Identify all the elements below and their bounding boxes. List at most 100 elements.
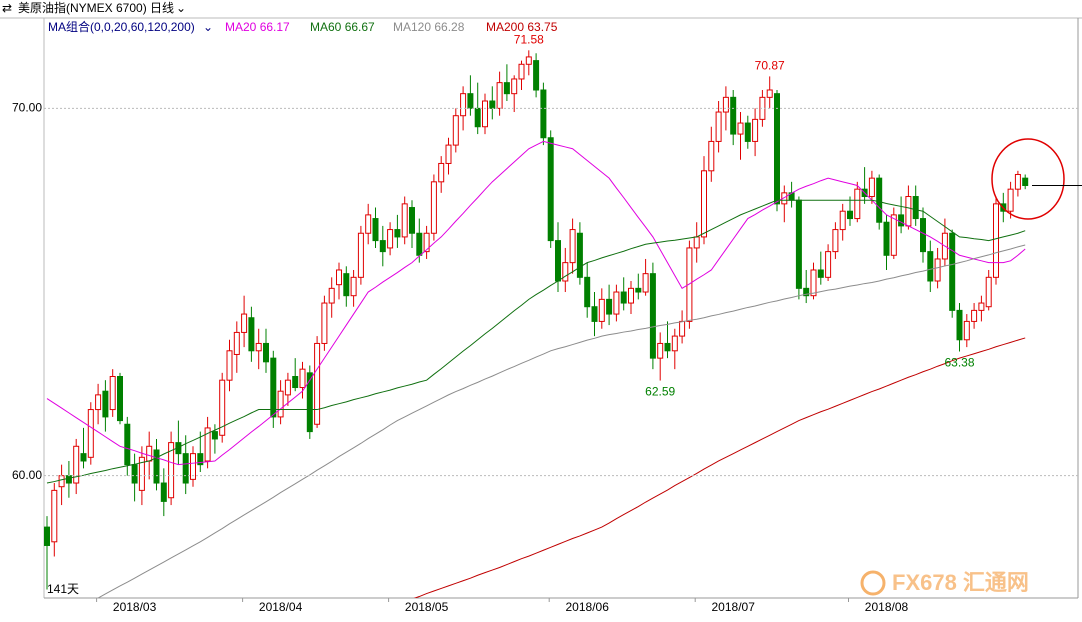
candle-body-up bbox=[525, 56, 532, 65]
ma-line bbox=[413, 337, 1026, 598]
candle-body-down bbox=[898, 214, 905, 227]
candle-body-down bbox=[664, 342, 671, 352]
legend-value: 63.75 bbox=[527, 20, 557, 34]
candle-body-up bbox=[299, 368, 306, 389]
candle-body-up bbox=[336, 269, 342, 286]
candle-body-up bbox=[168, 442, 175, 499]
candle-body-up bbox=[482, 100, 488, 128]
candle-body-down bbox=[876, 177, 883, 223]
candle-body-up bbox=[657, 342, 664, 359]
candle-body-up bbox=[825, 251, 832, 278]
candle-body-up bbox=[963, 320, 970, 341]
candle-body-down bbox=[606, 298, 613, 315]
candle-body-up bbox=[460, 93, 467, 117]
candle-body-up bbox=[58, 475, 65, 488]
candle-body-down bbox=[211, 431, 218, 440]
candle-body-up bbox=[146, 445, 153, 462]
candle-body-down bbox=[182, 453, 189, 484]
x-tick-label: 2018/06 bbox=[566, 600, 610, 614]
candle-body-down bbox=[503, 82, 510, 95]
candle-body-up bbox=[430, 181, 437, 234]
switch-icon[interactable]: ⇄ bbox=[2, 1, 12, 15]
candle-body-down bbox=[306, 372, 313, 433]
candle-body-down bbox=[649, 273, 656, 359]
legend-name: MA200 bbox=[486, 20, 524, 34]
candle-body-up bbox=[87, 409, 94, 458]
highlight-circle bbox=[991, 138, 1065, 220]
candle-body-up bbox=[401, 203, 408, 238]
y-tick-label: 70.00 bbox=[12, 101, 42, 115]
candle-body-down bbox=[920, 218, 926, 253]
candle-body-up bbox=[686, 247, 693, 322]
x-tick-label: 2018/08 bbox=[865, 600, 909, 614]
candle-body-down bbox=[635, 287, 642, 293]
legend-name: MA120 bbox=[393, 20, 431, 34]
candle-body-down bbox=[124, 423, 131, 466]
indicator-dropdown-arrow[interactable]: ⌄ bbox=[203, 20, 213, 34]
candle-body-down bbox=[847, 210, 853, 220]
candle-body-up bbox=[365, 214, 372, 234]
legend-name: MA60 bbox=[310, 20, 342, 34]
candle-body-up bbox=[693, 236, 700, 249]
candle-body-down bbox=[270, 357, 277, 418]
candle-body-down bbox=[44, 526, 50, 546]
candle-body-up bbox=[905, 196, 912, 227]
candle-body-up bbox=[752, 118, 759, 142]
watermark: FX678 汇通网 bbox=[892, 570, 1029, 595]
candle-body-up bbox=[701, 170, 707, 238]
candle-body-up bbox=[438, 162, 445, 183]
candle-body-up bbox=[985, 276, 992, 308]
candle-body-up bbox=[810, 269, 817, 297]
candle-body-down bbox=[416, 232, 423, 256]
candle-body-up bbox=[51, 489, 58, 543]
candle-body-up bbox=[138, 456, 145, 491]
candle-body-down bbox=[117, 376, 123, 422]
period-selector[interactable]: 日线 bbox=[150, 1, 174, 15]
candle-body-up bbox=[934, 258, 941, 282]
candle-body-down bbox=[80, 453, 87, 462]
candle-body-down bbox=[912, 196, 919, 220]
legend-entry: MA60 66.67 bbox=[310, 20, 375, 34]
period-dropdown-arrow[interactable]: ⌄ bbox=[176, 1, 186, 15]
candle-body-down bbox=[547, 137, 554, 242]
candle-body-up bbox=[781, 192, 788, 205]
candle-body-up bbox=[255, 342, 262, 352]
low-label: 62.59 bbox=[645, 385, 675, 399]
candle-body-up bbox=[284, 379, 291, 396]
candle-body-down bbox=[817, 269, 824, 278]
candle-body-up bbox=[715, 111, 722, 142]
candle-body-up bbox=[598, 298, 605, 322]
candle-body-up bbox=[496, 82, 503, 109]
candle-body-up bbox=[423, 232, 430, 253]
candle-body-up bbox=[511, 78, 518, 95]
candle-body-down bbox=[394, 229, 401, 238]
x-tick-label: 2018/03 bbox=[113, 600, 157, 614]
watermark-logo bbox=[860, 570, 886, 596]
candle-body-up bbox=[839, 210, 846, 231]
indicator-selector[interactable]: MA组合(0,0,20,60,120,200) bbox=[48, 19, 195, 34]
candle-body-down bbox=[576, 232, 583, 278]
ma-line bbox=[97, 244, 1026, 598]
candle-body-down bbox=[744, 122, 751, 142]
candle-body-up bbox=[978, 302, 985, 311]
ma-line bbox=[46, 140, 1026, 466]
candle-body-down bbox=[197, 453, 204, 466]
legend-entry: MA200 63.75 bbox=[486, 20, 558, 34]
candle-body-down bbox=[956, 309, 963, 341]
candle-body-down bbox=[372, 218, 379, 242]
candle-body-down bbox=[248, 317, 255, 352]
candle-body-down bbox=[555, 240, 561, 282]
candle-body-up bbox=[854, 188, 861, 220]
candle-body-up bbox=[190, 453, 196, 480]
candle-body-up bbox=[832, 229, 839, 253]
ma-line bbox=[46, 199, 1026, 484]
candle-body-up bbox=[452, 115, 459, 146]
candle-body-up bbox=[1007, 188, 1014, 212]
candle-body-down bbox=[102, 390, 109, 418]
candle-body-down bbox=[263, 342, 269, 363]
candle-body-up bbox=[613, 291, 620, 315]
legend-entry: MA20 66.17 bbox=[225, 20, 290, 34]
instrument-title[interactable]: 美原油指(NYMEX 6700) bbox=[18, 0, 147, 15]
candle-body-up bbox=[350, 276, 357, 297]
